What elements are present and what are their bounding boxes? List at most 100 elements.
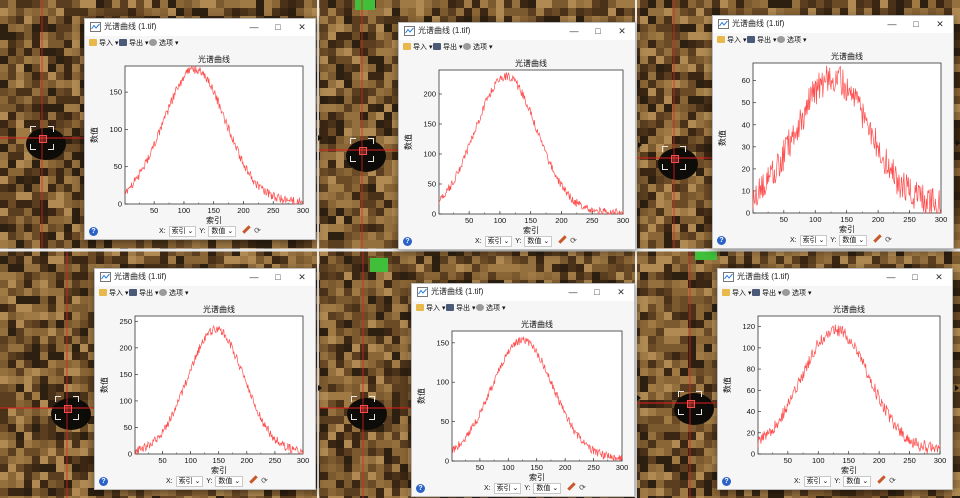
x-tick-label: 250: [587, 463, 600, 472]
y-tick-label: 10: [742, 186, 750, 195]
title-bar[interactable]: 光谱曲线 (1.tif) — □ ✕: [95, 269, 315, 286]
minimize-icon[interactable]: —: [249, 272, 259, 282]
options-button[interactable]: 选项 ▾: [463, 42, 492, 52]
import-button[interactable]: 导入 ▾: [722, 288, 751, 298]
spectrum-window[interactable]: 光谱曲线 (1.tif) — □ ✕ 导入 ▾ 导出 ▾ 选项 ▾ 光谱曲线 50…: [411, 283, 635, 497]
refresh-icon[interactable]: ⟳: [261, 476, 268, 485]
maximize-icon[interactable]: □: [594, 287, 600, 297]
x-axis-select[interactable]: 索引 ⌄: [799, 235, 828, 246]
export-button[interactable]: 导出 ▾: [119, 38, 148, 48]
x-axis-select[interactable]: 索引 ⌄: [175, 476, 204, 487]
help-icon[interactable]: ?: [416, 484, 425, 493]
refresh-icon[interactable]: ⟳: [579, 483, 586, 492]
y-tick-label: 150: [109, 88, 122, 97]
title-bar[interactable]: 光谱曲线 (1.tif) — □ ✕: [399, 23, 635, 40]
help-icon[interactable]: ?: [403, 237, 412, 246]
pencil-icon[interactable]: [558, 235, 567, 244]
window-title: 光谱曲线 (1.tif): [114, 272, 167, 281]
spectrum-window[interactable]: 光谱曲线 (1.tif) — □ ✕ 导入 ▾ 导出 ▾ 选项 ▾ 光谱曲线 50…: [717, 268, 953, 490]
plot-area: [438, 69, 624, 215]
minimize-icon[interactable]: —: [887, 19, 897, 29]
spectrum-plot: 光谱曲线 50 100 150 200 250 300 0 20 40 60 80 100 120 索引 数值: [718, 301, 952, 476]
maximize-icon[interactable]: □: [275, 272, 281, 282]
help-icon[interactable]: ?: [717, 236, 726, 245]
x-axis-select[interactable]: 索引 ⌄: [484, 236, 513, 247]
y-axis-select[interactable]: 数值 ⌄: [839, 235, 868, 246]
chart-title: 光谱曲线: [203, 304, 235, 314]
spectrum-window[interactable]: 光谱曲线 (1.tif) — □ ✕ 导入 ▾ 导出 ▾ 选项 ▾ 光谱曲线 50…: [398, 22, 636, 250]
help-icon[interactable]: ?: [99, 477, 108, 486]
y-axis-select[interactable]: 数值 ⌄: [843, 476, 872, 487]
spectrum-window[interactable]: 光谱曲线 (1.tif) — □ ✕ 导入 ▾ 导出 ▾ 选项 ▾ 光谱曲线 50…: [712, 15, 954, 249]
import-icon: [89, 39, 97, 46]
export-icon: [752, 289, 760, 296]
close-icon[interactable]: ✕: [617, 287, 625, 297]
options-button[interactable]: 选项 ▾: [782, 288, 811, 298]
y-axis-select[interactable]: 数值 ⌄: [533, 483, 562, 494]
refresh-icon[interactable]: ⟳: [889, 476, 896, 485]
options-button[interactable]: 选项 ▾: [159, 288, 188, 298]
x-tick-label: 300: [297, 456, 310, 465]
expand-arrow-icon[interactable]: [318, 135, 322, 141]
export-button[interactable]: 导出 ▾: [433, 42, 462, 52]
export-button[interactable]: 导出 ▾: [747, 35, 776, 45]
options-button[interactable]: 选项 ▾: [476, 303, 505, 313]
expand-arrow-icon[interactable]: [638, 142, 642, 148]
y-tick-label: 100: [436, 378, 449, 387]
close-icon[interactable]: ✕: [298, 22, 306, 32]
title-bar[interactable]: 光谱曲线 (1.tif) — □ ✕: [713, 16, 953, 33]
x-axis-select[interactable]: 索引 ⌄: [803, 476, 832, 487]
import-icon: [717, 36, 725, 43]
maximize-icon[interactable]: □: [275, 22, 281, 32]
export-button[interactable]: 导出 ▾: [446, 303, 475, 313]
minimize-icon[interactable]: —: [249, 22, 259, 32]
title-bar[interactable]: 光谱曲线 (1.tif) — □ ✕: [85, 19, 315, 36]
options-button[interactable]: 选项 ▾: [149, 38, 178, 48]
refresh-icon[interactable]: ⟳: [885, 235, 892, 244]
pencil-icon[interactable]: [242, 225, 251, 234]
maximize-icon[interactable]: □: [595, 26, 601, 36]
expand-arrow-icon[interactable]: [318, 385, 322, 391]
export-button[interactable]: 导出 ▾: [752, 288, 781, 298]
minimize-icon[interactable]: —: [569, 26, 579, 36]
pencil-icon[interactable]: [567, 482, 576, 491]
import-button[interactable]: 导入 ▾: [416, 303, 445, 313]
refresh-icon[interactable]: ⟳: [254, 226, 261, 235]
minimize-icon[interactable]: —: [568, 287, 578, 297]
pencil-icon[interactable]: [249, 475, 258, 484]
refresh-icon[interactable]: ⟳: [570, 236, 577, 245]
help-icon[interactable]: ?: [89, 227, 98, 236]
import-button[interactable]: 导入 ▾: [717, 35, 746, 45]
y-axis-select[interactable]: 数值 ⌄: [524, 236, 553, 247]
pencil-icon[interactable]: [873, 234, 882, 243]
close-icon[interactable]: ✕: [936, 19, 944, 29]
title-bar[interactable]: 光谱曲线 (1.tif) — □ ✕: [718, 269, 952, 286]
import-button[interactable]: 导入 ▾: [89, 38, 118, 48]
y-axis-select[interactable]: 数值 ⌄: [208, 226, 237, 237]
minimize-icon[interactable]: —: [886, 272, 896, 282]
import-button[interactable]: 导入 ▾: [99, 288, 128, 298]
export-button[interactable]: 导出 ▾: [129, 288, 158, 298]
close-icon[interactable]: ✕: [298, 272, 306, 282]
x-axis-select[interactable]: 索引 ⌄: [168, 226, 197, 237]
export-label: 导出: [129, 40, 143, 47]
spectrum-window[interactable]: 光谱曲线 (1.tif) — □ ✕ 导入 ▾ 导出 ▾ 选项 ▾ 光谱曲线 50…: [84, 18, 316, 240]
title-bar[interactable]: 光谱曲线 (1.tif) — □ ✕: [412, 284, 634, 301]
import-button[interactable]: 导入 ▾: [403, 42, 432, 52]
y-axis-select[interactable]: 数值 ⌄: [215, 476, 244, 487]
pixel-cursor: [64, 405, 72, 413]
maximize-icon[interactable]: □: [913, 19, 919, 29]
options-button[interactable]: 选项 ▾: [777, 35, 806, 45]
x-axis-select[interactable]: 索引 ⌄: [493, 483, 522, 494]
x-axis-value: 索引: [496, 485, 511, 492]
close-icon[interactable]: ✕: [935, 272, 943, 282]
spectrum-window[interactable]: 光谱曲线 (1.tif) — □ ✕ 导入 ▾ 导出 ▾ 选项 ▾ 光谱曲线 50…: [94, 268, 316, 490]
expand-arrow-icon[interactable]: [955, 385, 959, 391]
expand-arrow-icon[interactable]: [637, 395, 641, 401]
expand-arrow-icon[interactable]: [956, 140, 960, 146]
maximize-icon[interactable]: □: [912, 272, 918, 282]
help-icon[interactable]: ?: [722, 477, 731, 486]
pencil-icon[interactable]: [877, 475, 886, 484]
close-icon[interactable]: ✕: [618, 26, 626, 36]
window-title: 光谱曲线 (1.tif): [418, 26, 471, 35]
